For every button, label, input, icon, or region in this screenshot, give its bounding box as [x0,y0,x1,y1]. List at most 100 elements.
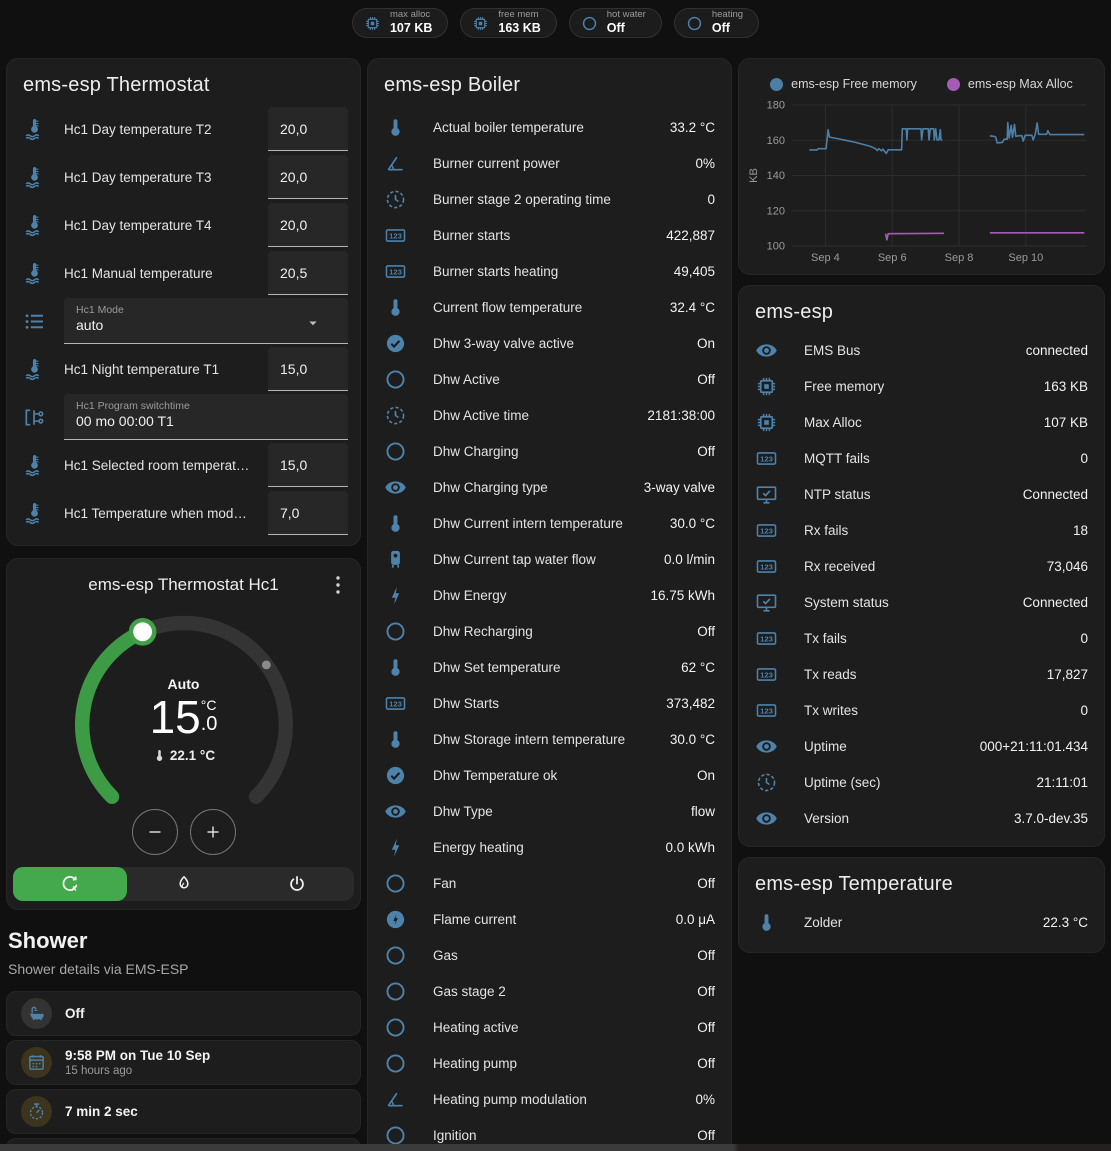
shower-section: Shower Shower details via EMS-ESP Off 9:… [6,922,361,1151]
entity-row-dhw-charging-type[interactable]: Dhw Charging type 3-way valve [368,469,731,505]
entity-row-dhw-current-tap-water-flow[interactable]: Dhw Current tap water flow 0.0 l/min [368,541,731,577]
entity-value: 107 KB [1043,414,1088,430]
counter-icon: 123 [384,692,407,715]
eye-icon [755,807,778,830]
badge-free-mem[interactable]: free mem 163 KB [460,8,557,38]
entity-row-system-status[interactable]: System status Connected [739,584,1104,620]
entity-row-burner-stage-2-operating-time[interactable]: Burner stage 2 operating time 0 [368,181,731,217]
entity-row-uptime-sec[interactable]: Uptime (sec) 21:11:01 [739,764,1104,800]
entity-row-rx-received[interactable]: 123 Rx received 73,046 [739,548,1104,584]
entity-row-dhw-active-time[interactable]: Dhw Active time 2181:38:00 [368,397,731,433]
entity-row-dhw-storage-intern-temperature[interactable]: Dhw Storage intern temperature 30.0 °C [368,721,731,757]
circle-icon [384,1052,407,1075]
entity-row-burner-starts[interactable]: 123 Burner starts 422,887 [368,217,731,253]
entity-row-dhw-temperature-ok[interactable]: Dhw Temperature ok On [368,757,731,793]
number-input-hc1-temperature-when-mod[interactable] [268,491,348,535]
entity-row-energy-heating[interactable]: Energy heating 0.0 kWh [368,829,731,865]
circle-icon [384,1016,407,1039]
entity-row-dhw-set-temperature[interactable]: Dhw Set temperature 62 °C [368,649,731,685]
chart-plot-area: 100 120 140 160 180 Sep 4 Sep 6 Sep 8 Sep 10 KB [745,91,1098,274]
select-hc1-mode[interactable]: Hc1 Mode auto [64,298,348,344]
badge-value: 107 KB [389,20,433,35]
entity-row-dhw-3-way-valve-active[interactable]: Dhw 3-way valve active On [368,325,731,361]
number-input-hc1-manual-temperature[interactable] [268,251,348,295]
dots-vertical-icon[interactable] [326,573,350,597]
legend-item-ems-esp-free-memory[interactable]: ems-esp Free memory [770,77,917,91]
eye-icon [384,476,407,499]
entity-row-fan[interactable]: Fan Off [368,865,731,901]
entity-row-dhw-active[interactable]: Dhw Active Off [368,361,731,397]
setting-row-hc1-night-temperature-t1: Hc1 Night temperature T1 [7,345,360,393]
entity-row-dhw-charging[interactable]: Dhw Charging Off [368,433,731,469]
thermometer-icon [384,728,407,751]
tile-value: 9:58 PM on Tue 10 Sep [65,1048,211,1063]
hvac-mode-power-button[interactable] [240,867,354,901]
entity-row-burner-starts-heating[interactable]: 123 Burner starts heating 49,405 [368,253,731,289]
dial-current-marker [261,660,271,670]
entity-label: Version [804,810,850,826]
entity-row-tx-reads[interactable]: 123 Tx reads 17,827 [739,656,1104,692]
entity-row-ntp-status[interactable]: NTP status Connected [739,476,1104,512]
entity-row-version[interactable]: Version 3.7.0-dev.35 [739,800,1104,836]
emsesp-rows: EMS Bus connected Free memory 163 KB Max… [739,332,1104,836]
entity-row-heating-active[interactable]: Heating active Off [368,1009,731,1045]
entity-row-burner-current-power[interactable]: Burner current power 0% [368,145,731,181]
svg-text:123: 123 [389,699,402,708]
badge-text: max alloc 107 KB [389,9,433,36]
thermostat-dial[interactable]: Auto 15 °C .0 22.1 °C [62,603,306,855]
entity-row-current-flow-temperature[interactable]: Current flow temperature 32.4 °C [368,289,731,325]
entity-row-gas[interactable]: Gas Off [368,937,731,973]
svg-text:Sep 8: Sep 8 [945,252,974,264]
entity-row-dhw-starts[interactable]: 123 Dhw Starts 373,482 [368,685,731,721]
shower-tile-off[interactable]: Off [6,991,361,1036]
badge-max-alloc[interactable]: max alloc 107 KB [351,8,449,38]
number-input-hc1-day-temperature-t4[interactable] [268,203,348,247]
increase-temp-button[interactable] [189,809,236,855]
svg-text:123: 123 [760,454,773,463]
entity-row-max-alloc[interactable]: Max Alloc 107 KB [739,404,1104,440]
entity-row-gas-stage-2[interactable]: Gas stage 2 Off [368,973,731,1009]
monitor-check-icon [755,591,778,614]
svg-text:123: 123 [389,231,402,240]
entity-row-dhw-energy[interactable]: Dhw Energy 16.75 kWh [368,577,731,613]
entity-row-flame-current[interactable]: Flame current 0.0 μA [368,901,731,937]
entity-row-heating-pump-modulation[interactable]: Heating pump modulation 0% [368,1081,731,1117]
entity-row-dhw-current-intern-temperature[interactable]: Dhw Current intern temperature 30.0 °C [368,505,731,541]
setting-row-hc1-day-temperature-t4: Hc1 Day temperature T4 [7,201,360,249]
text-input-hc1-program-switchtime[interactable]: Hc1 Program switchtime 00 mo 00:00 T1 [64,394,348,440]
entity-row-dhw-recharging[interactable]: Dhw Recharging Off [368,613,731,649]
monitor-check-icon [755,483,778,506]
entity-row-mqtt-fails[interactable]: 123 MQTT fails 0 [739,440,1104,476]
entity-row-ems-bus[interactable]: EMS Bus connected [739,332,1104,368]
shower-tile-7-min-2-sec[interactable]: 7 min 2 sec [6,1089,361,1134]
entity-label: Uptime (sec) [804,774,881,790]
entity-row-dhw-type[interactable]: Dhw Type flow [368,793,731,829]
entity-value: 0 [1080,630,1088,646]
number-input-hc1-selected-room-temperat[interactable] [268,443,348,487]
memory-chart: 100 120 140 160 180 Sep 4 Sep 6 Sep 8 Sep 10 KB [748,100,1086,264]
badge-heating[interactable]: heating Off [673,8,760,38]
number-input-hc1-day-temperature-t2[interactable] [268,107,348,151]
hvac-mode-flame-button[interactable] [127,867,241,901]
legend-item-ems-esp-max-alloc[interactable]: ems-esp Max Alloc [946,77,1073,91]
entity-row-ignition[interactable]: Ignition Off [368,1117,731,1151]
circle-icon [384,620,407,643]
entity-row-tx-fails[interactable]: 123 Tx fails 0 [739,620,1104,656]
hvac-mode-auto-mode-button[interactable]: A [13,867,127,901]
entity-row-uptime[interactable]: Uptime 000+21:11:01.434 [739,728,1104,764]
number-input-hc1-night-temperature-t1[interactable] [268,347,348,391]
shower-title: Shower [8,928,88,953]
entity-label: Dhw Set temperature [433,659,561,675]
entity-row-zolder[interactable]: Zolder 22.3 °C [739,904,1104,940]
number-input-hc1-day-temperature-t3[interactable] [268,155,348,199]
badge-hot-water[interactable]: hot water Off [568,8,662,38]
shower-tile-9-58-pm-on-tue-10-sep[interactable]: 9:58 PM on Tue 10 Sep 15 hours ago [6,1040,361,1085]
dashboard-columns: ems-esp Thermostat Hc1 Day temperature T… [0,46,1111,1151]
dial-handle[interactable] [128,617,156,646]
entity-row-free-memory[interactable]: Free memory 163 KB [739,368,1104,404]
entity-row-heating-pump[interactable]: Heating pump Off [368,1045,731,1081]
entity-row-actual-boiler-temperature[interactable]: Actual boiler temperature 33.2 °C [368,109,731,145]
decrease-temp-button[interactable] [131,809,178,855]
entity-row-rx-fails[interactable]: 123 Rx fails 18 [739,512,1104,548]
entity-row-tx-writes[interactable]: 123 Tx writes 0 [739,692,1104,728]
